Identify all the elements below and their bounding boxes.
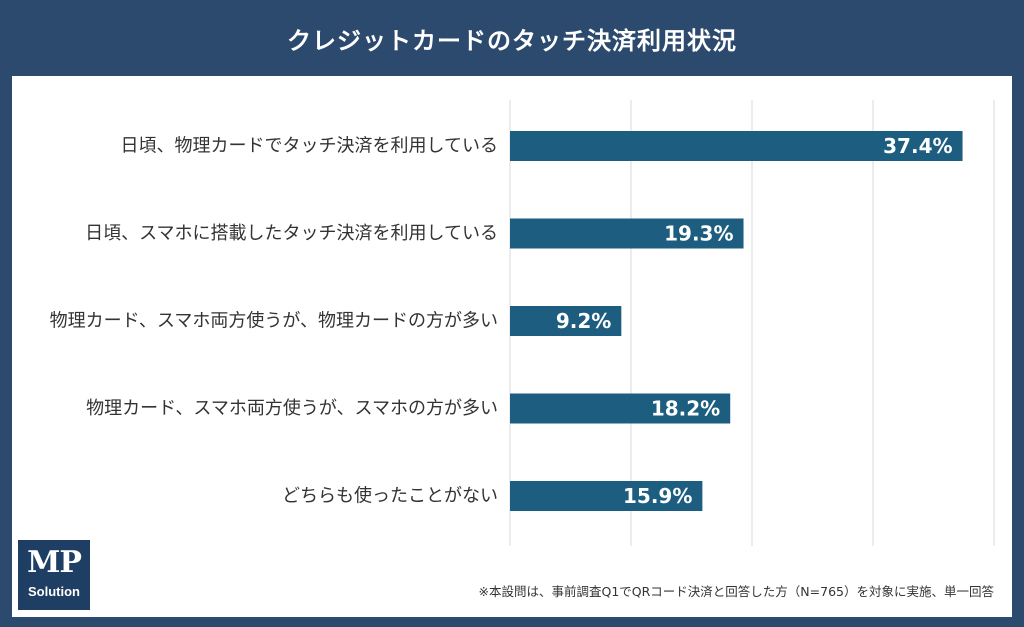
bar-chart: 日頃、物理カードでタッチ決済を利用している 37.4% 日頃、スマホに搭載したタッチ… xyxy=(50,100,995,546)
logo-main-text: MP xyxy=(27,545,82,580)
bar xyxy=(510,481,703,511)
chart-panel: 日頃、物理カードでタッチ決済を利用している 37.4% 日頃、スマホに搭載したタッチ… xyxy=(12,76,1012,617)
bar xyxy=(510,306,622,336)
mp-solution-logo: MP Solution xyxy=(18,540,90,610)
category-label: 日頃、物理カードでタッチ決済を利用している xyxy=(121,136,498,157)
category-label: 物理カード、スマホ両方使うが、スマホの方が多い xyxy=(86,398,498,419)
category-label: 日頃、スマホに搭載したタッチ決済を利用している xyxy=(85,223,498,244)
bar xyxy=(510,393,731,424)
data-label: 19.3% xyxy=(664,222,733,246)
bar xyxy=(510,131,963,161)
category-label: 物理カード、スマホ両方使うが、物理カードの方が多い xyxy=(50,311,498,332)
data-label: 37.4% xyxy=(883,134,952,158)
bar xyxy=(510,218,744,249)
chart-title: クレジットカードのタッチ決済利用状況 xyxy=(287,26,737,55)
data-label: 9.2% xyxy=(556,309,611,333)
data-label: 18.2% xyxy=(651,397,720,421)
category-label: どちらも使ったことがない xyxy=(282,486,498,507)
data-label: 15.9% xyxy=(623,484,692,508)
footnote: ※本設問は、事前調査Q1でQRコード決済と回答した方（N=765）を対象に実施、… xyxy=(478,584,994,599)
logo-sub-text: Solution xyxy=(28,584,80,599)
